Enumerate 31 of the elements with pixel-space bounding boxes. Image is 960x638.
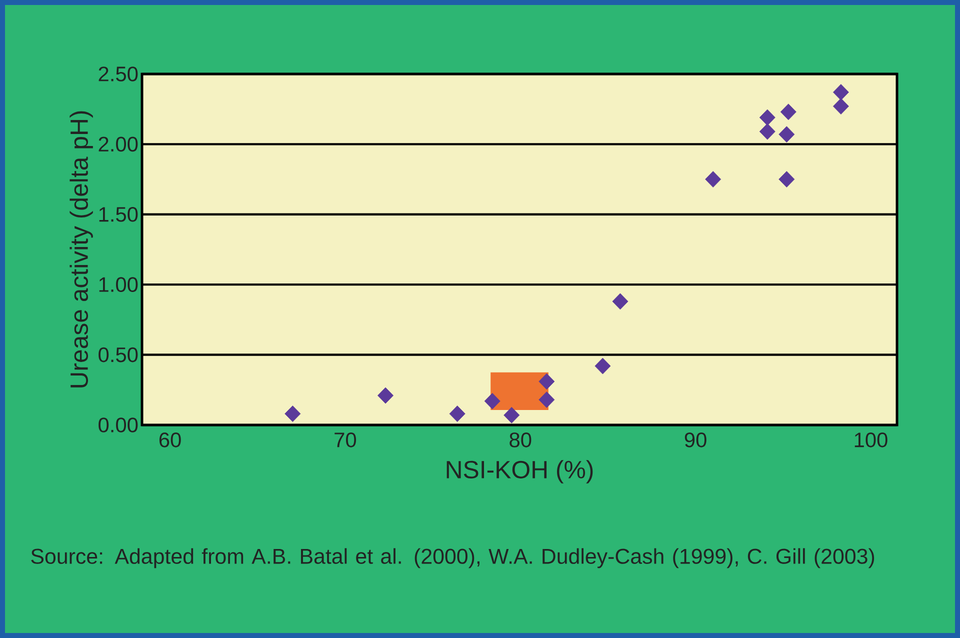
y-tick-label: 2.00	[98, 136, 138, 152]
point	[780, 104, 796, 120]
point	[538, 392, 555, 408]
y-tick-label: 0.00	[98, 418, 138, 432]
y-tick-label: 1.00	[99, 277, 138, 292]
point	[759, 123, 776, 140]
x-tick-label: 80	[510, 432, 532, 448]
x-tick-label: 60	[159, 432, 181, 448]
point	[449, 406, 466, 422]
x-tick-label: 100	[854, 432, 888, 448]
point	[759, 109, 776, 126]
point	[594, 358, 611, 374]
point	[705, 171, 722, 188]
x-tick-label: 70	[334, 432, 356, 448]
point	[778, 171, 795, 188]
y-tick-label: 0.50	[98, 347, 138, 362]
point	[832, 84, 849, 100]
x-axis-title: NSI-KOH (%)	[446, 460, 593, 484]
point	[504, 406, 520, 424]
point	[484, 392, 500, 410]
point	[832, 98, 849, 114]
point	[778, 126, 795, 143]
point	[284, 406, 301, 422]
source-note: Source: Adapted from A.B. Batal et al. (2000), W.A. Dudley-Cash (1999), C. Gill (2003)	[31, 548, 874, 568]
point	[538, 373, 555, 390]
point	[378, 387, 394, 404]
y-tick-label: 2.50	[98, 66, 138, 82]
point	[612, 293, 628, 310]
x-tick-label: 90	[684, 432, 706, 448]
y-tick-label: 1.50	[99, 206, 138, 222]
y-axis-title: Urease activity (delta pH)	[70, 111, 93, 388]
